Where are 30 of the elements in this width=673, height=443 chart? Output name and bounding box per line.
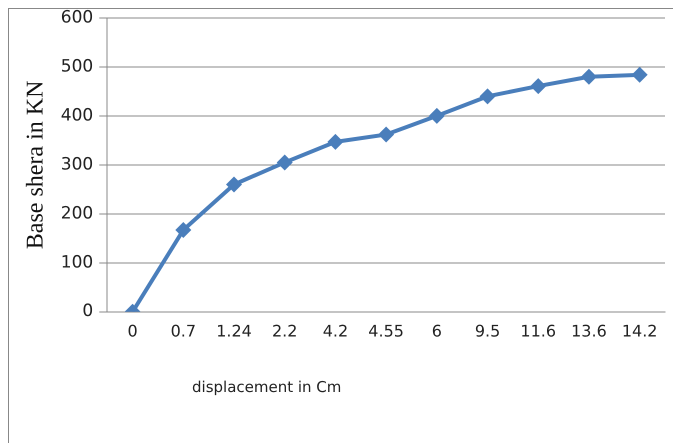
y-tick-label: 500 <box>60 56 94 76</box>
point <box>276 154 293 170</box>
y-axis-title: Base shera in KN <box>22 80 49 250</box>
point <box>327 134 344 150</box>
x-axis-title: displacement in Cm <box>192 378 342 396</box>
x-tick-label: 4.2 <box>322 322 348 341</box>
x-tick-label: 14.2 <box>622 322 658 341</box>
point <box>480 88 496 104</box>
point <box>175 222 192 238</box>
x-tick-label: 0.7 <box>170 322 196 341</box>
y-tick-label: 600 <box>60 7 94 28</box>
point <box>226 176 242 192</box>
y-tick-label: 100 <box>60 252 94 272</box>
x-tick-label: 9.5 <box>474 322 500 341</box>
x-tick-label: 4.55 <box>368 322 404 341</box>
x-tick-label: 6 <box>432 322 442 341</box>
x-tick-label: 1.24 <box>216 322 252 341</box>
x-tick-label: 2.2 <box>272 322 298 341</box>
point <box>428 108 445 124</box>
y-tick-label: 0 <box>82 301 94 322</box>
y-tick-label: 400 <box>60 105 94 126</box>
point <box>378 126 394 143</box>
point <box>580 68 597 85</box>
y-tick-label: 200 <box>60 203 94 224</box>
x-tick-label: 11.6 <box>520 322 556 341</box>
y-tick-label: 300 <box>60 154 94 174</box>
x-tick-label: 13.6 <box>571 322 607 341</box>
point <box>632 66 648 83</box>
x-tick-label: 0 <box>128 322 138 341</box>
point <box>530 78 546 94</box>
